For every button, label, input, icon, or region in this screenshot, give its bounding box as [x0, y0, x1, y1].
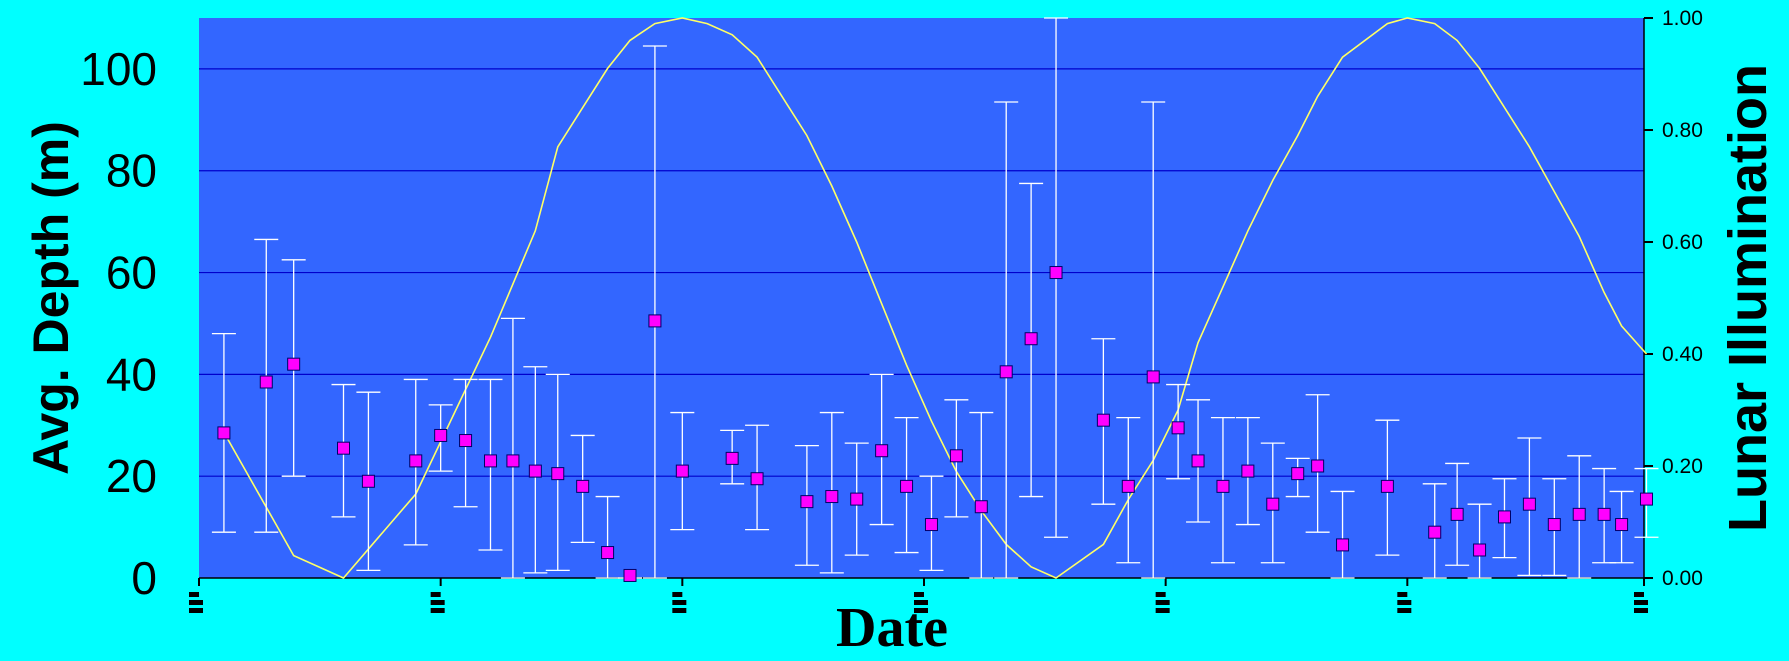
depth-marker — [1216, 479, 1230, 493]
depth-marker — [1522, 497, 1536, 511]
y-tick-label: 40 — [106, 348, 157, 400]
x-tick-glyph — [1397, 600, 1412, 605]
x-tick-glyph — [913, 592, 924, 597]
depth-marker — [949, 449, 963, 463]
x-axis — [189, 577, 1648, 613]
y2-axis-title: Lunar Illumination — [1718, 64, 1778, 532]
lunar-illumination-series — [223, 17, 1648, 579]
x-tick-glyph — [1155, 600, 1170, 605]
depth-marker — [623, 568, 637, 582]
depth-marker — [800, 495, 814, 509]
y2-tick-label: 0.20 — [1662, 455, 1703, 478]
depth-marker — [361, 474, 375, 488]
depth-marker — [725, 451, 739, 465]
depth-marker — [974, 500, 988, 514]
depth-marker — [601, 546, 615, 560]
depth-marker — [1615, 518, 1629, 532]
depth-marker — [924, 518, 938, 532]
y-tick-label: 0 — [131, 552, 157, 604]
x-tick-glyph — [189, 608, 203, 613]
depth-marker — [1049, 266, 1063, 280]
y-axis-right: 0.00 0.20 0.40 0.60 0.80 1.00 — [1643, 7, 1703, 590]
depth-marker — [217, 426, 231, 440]
x-axis-title: Date — [836, 597, 948, 656]
depth-marker — [459, 434, 473, 448]
depth-marker — [1572, 507, 1586, 521]
depth-marker — [259, 375, 273, 389]
depth-marker — [900, 479, 914, 493]
y-tick-label: 60 — [106, 247, 157, 299]
x-tick-glyph — [189, 600, 203, 605]
depth-marker — [875, 444, 889, 458]
x-tick-glyph — [1397, 608, 1412, 613]
x-tick-glyph — [430, 608, 445, 613]
y-axis-title: Avg. Depth (m) — [23, 121, 79, 475]
y-tick-label: 80 — [106, 145, 157, 197]
depth-marker — [1497, 510, 1511, 524]
depth-marker — [1639, 492, 1653, 506]
depth-marker — [1597, 507, 1611, 521]
x-tick-glyph — [672, 592, 683, 597]
depth-marker — [434, 428, 448, 442]
x-tick-glyph — [430, 592, 441, 597]
depth-marker — [1380, 479, 1394, 493]
depth-marker — [483, 454, 497, 468]
depth-marker — [1096, 413, 1110, 427]
depth-marker — [551, 467, 565, 481]
depth-marker — [1291, 467, 1305, 481]
depth-marker — [999, 365, 1013, 379]
y2-tick-label: 1.00 — [1662, 7, 1703, 30]
depth-marker — [1121, 479, 1135, 493]
depth-marker — [506, 454, 520, 468]
depth-marker — [1266, 497, 1280, 511]
y2-tick-label: 0.80 — [1662, 119, 1703, 142]
depth-marker — [675, 464, 689, 478]
depth-markers — [217, 266, 1653, 582]
depth-marker — [1547, 518, 1561, 532]
depth-marker — [825, 490, 839, 504]
depth-marker — [1428, 525, 1442, 539]
depth-marker — [850, 492, 864, 506]
depth-marker — [1311, 459, 1325, 473]
plot-area — [199, 18, 1644, 578]
depth-marker — [1336, 538, 1350, 552]
depth-marker — [528, 464, 542, 478]
y2-tick-label: 0.00 — [1662, 567, 1703, 590]
depth-marker — [337, 441, 350, 455]
depth-marker — [750, 472, 764, 486]
x-tick-glyph — [189, 592, 199, 597]
x-tick-glyph — [1397, 592, 1408, 597]
lunar-illumination-line — [223, 17, 1648, 579]
x-tick-glyph — [672, 608, 687, 613]
depth-marker — [1024, 332, 1038, 346]
depth-marker — [409, 454, 423, 468]
y2-tick-label: 0.40 — [1662, 343, 1703, 366]
x-tick-glyph — [1155, 592, 1166, 597]
depth-marker — [1241, 464, 1255, 478]
depth-marker — [1146, 370, 1160, 384]
y-tick-label: 100 — [80, 43, 157, 95]
x-tick-glyph — [1155, 608, 1170, 613]
x-tick-glyph — [1634, 608, 1648, 613]
depth-marker — [1191, 454, 1205, 468]
x-tick-glyph — [913, 600, 928, 605]
x-tick-glyph — [430, 600, 445, 605]
y-axis-left: 0 20 40 60 80 100 — [80, 43, 157, 604]
gridlines — [199, 68, 1644, 477]
y-tick-label: 20 — [106, 450, 157, 502]
x-tick-glyph — [1634, 592, 1644, 597]
depth-marker — [1450, 507, 1464, 521]
depth-marker — [648, 314, 662, 328]
x-tick-glyph — [913, 608, 928, 613]
y2-tick-label: 0.60 — [1662, 231, 1703, 254]
depth-marker — [287, 357, 301, 371]
depth-marker — [576, 479, 590, 493]
depth-marker — [1473, 543, 1487, 557]
x-tick-glyph — [1634, 600, 1648, 605]
x-tick-glyph — [672, 600, 687, 605]
depth-marker — [1171, 421, 1185, 435]
